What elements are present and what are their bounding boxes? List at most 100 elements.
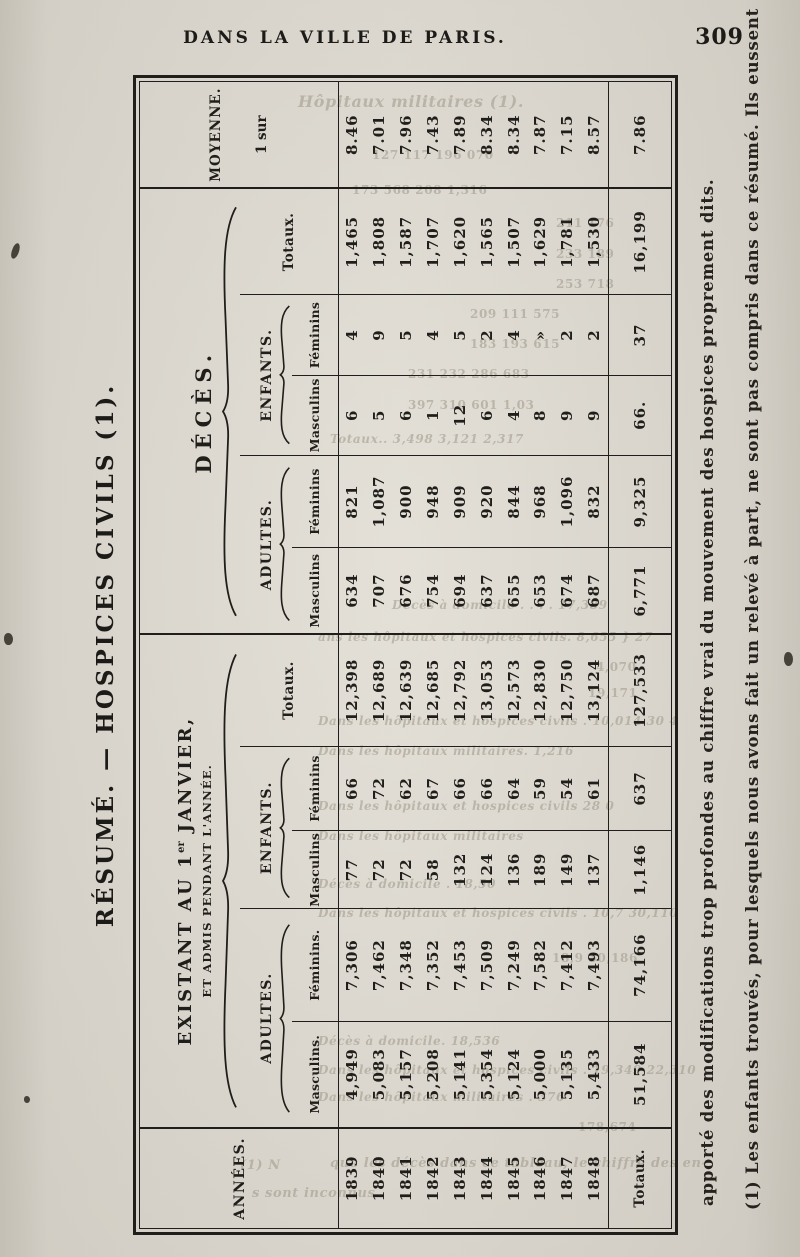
col-label-existant-enfants-feminins: Féminins: [291, 746, 338, 831]
value-cell: 1,629: [526, 188, 554, 295]
value-cell: »: [526, 294, 554, 376]
ghost-text: ans les hôpitaux et hospices civils. 8,6…: [318, 630, 653, 644]
value-cell: 968: [526, 455, 554, 548]
value-cell: 5: [392, 294, 419, 376]
value-cell: 637: [472, 547, 500, 634]
col-label-deces-adultes-masculins: Masculins: [291, 547, 338, 634]
value-cell: 7.43: [418, 82, 446, 189]
total-value-cell: 637: [608, 746, 671, 831]
ghost-text: que les décès dans ce tableau, le chiffr…: [330, 1156, 708, 1171]
value-cell: 1,530: [580, 188, 608, 295]
total-value-cell: 74,166: [608, 908, 671, 1022]
total-value-cell: 16,199: [608, 188, 671, 295]
value-cell: 62: [392, 746, 419, 831]
ghost-text: 19,171: [588, 686, 638, 700]
ghost-text: 253 718: [556, 277, 615, 291]
ghost-text: 178,674: [578, 1120, 637, 1134]
value-cell: 7.96: [392, 82, 419, 189]
value-cell: 2: [553, 294, 581, 376]
value-cell: 72: [365, 746, 393, 831]
value-cell: 61: [580, 746, 608, 831]
brace-decoration: [221, 203, 237, 620]
col-label-existant-enfants-masculins: Masculins: [291, 830, 338, 909]
total-value-cell: 51,584: [608, 1021, 671, 1128]
existant-totaux-header: Totaux.: [239, 634, 338, 747]
value-cell: 2: [472, 294, 500, 376]
ghost-text: 173 568 208 1,316: [352, 183, 488, 197]
ghost-text: Totaux.. 3,498 3,121 2,317: [330, 432, 524, 446]
value-cell: 5: [445, 294, 473, 376]
existant-adultes-header: ADULTES.: [239, 908, 292, 1128]
value-cell: 8.57: [580, 82, 608, 189]
value-cell: 7,348: [392, 908, 419, 1022]
existant-enfants-header: ENFANTS.: [239, 746, 292, 909]
value-cell: 132: [445, 830, 473, 909]
value-cell: 7,453: [445, 908, 473, 1022]
total-value-cell: 37: [608, 294, 671, 376]
col-label-deces-adultes-feminins: Féminins: [291, 455, 338, 548]
value-cell: 189: [526, 830, 554, 909]
table-row: 1845 5,124 7,249 136 64 12,573 655 844 4 4 1,507 8.…: [499, 82, 527, 1228]
value-cell: 8.34: [499, 82, 527, 189]
value-cell: 1,507: [499, 188, 527, 295]
value-cell: 821: [337, 455, 366, 548]
value-cell: 6: [337, 375, 366, 456]
year-cell: 1839: [342, 1155, 361, 1202]
value-cell: 8.46: [337, 82, 366, 189]
value-cell: 7,582: [526, 908, 554, 1022]
value-cell: 64: [499, 746, 527, 831]
value-cell: 920: [472, 455, 500, 548]
brace-decoration: [279, 305, 290, 445]
ghost-text: 127 117 196 070: [372, 148, 494, 162]
table-row: 1842 5,208 7,352 58 67 12,685 754 948 1 4 1,707 7.4…: [418, 82, 446, 1228]
ghost-text: Dans les hôpitaux militaires. 1,216: [318, 744, 574, 758]
value-cell: 4,949: [337, 1021, 366, 1128]
ghost-text: 18,9 30,186: [552, 951, 638, 965]
value-cell: 12,830: [526, 634, 554, 747]
value-cell: 59: [526, 746, 554, 831]
total-value-cell: 1,146: [608, 830, 671, 909]
value-cell: 5,157: [392, 1021, 419, 1128]
value-cell: 694: [445, 547, 473, 634]
existant-title: EXISTANT AU 1er JANVIER,: [174, 716, 195, 1046]
ghost-text: 183 193 615: [470, 337, 561, 351]
value-cell: 4: [418, 294, 446, 376]
page-number: 309: [695, 24, 744, 50]
ghost-text: Hôpitaux militaires (1).: [298, 92, 524, 111]
ghost-text: Dans les hôpitaux et hospices civils . 1…: [318, 714, 679, 728]
existant-group-header: EXISTANT AU 1er JANVIER, ET ADMIS PENDAN…: [139, 634, 240, 1128]
ghost-text: 4,070: [596, 660, 637, 674]
table-title: RÉSUMÉ. — HOSPICES CIVILS (1).: [91, 382, 119, 928]
value-cell: 8.34: [472, 82, 500, 189]
value-cell: 13,124: [580, 634, 608, 747]
year-cell: 1844: [477, 1155, 496, 1202]
ghost-text: Décès à domicile. 18,536: [318, 1034, 501, 1048]
totals-row: Totaux. 51,584 74,166 1,146 637 127,533 6,771 9…: [608, 82, 671, 1228]
value-cell: 676: [392, 547, 419, 634]
statistics-table: ANNÉES. EXISTANT AU 1er JANVIER, ET ADMI…: [139, 82, 671, 1228]
deces-enfants-header: ENFANTS.: [239, 294, 292, 456]
deces-group-header: DÉCÈS.: [139, 188, 240, 634]
value-cell: 1: [418, 375, 446, 456]
value-cell: 12,689: [365, 634, 393, 747]
value-cell: 77: [337, 830, 366, 909]
deces-title: DÉCÈS.: [190, 348, 215, 474]
value-cell: 5,135: [553, 1021, 581, 1128]
value-cell: 58: [418, 830, 446, 909]
value-cell: 12,750: [553, 634, 581, 747]
value-cell: 1,565: [472, 188, 500, 295]
totals-label: Totaux.: [608, 1127, 671, 1228]
value-cell: 707: [365, 547, 393, 634]
existant-subtitle: ET ADMIS PENDANT L'ANNÉE.: [199, 764, 213, 998]
rotated-table-block: RÉSUMÉ. — HOSPICES CIVILS (1). ANNÉES.: [83, 75, 683, 1235]
value-cell: 754: [418, 547, 446, 634]
table-row: 1844 5,354 7,509 124 66 13,053 637 920 6 2 1,565 8.…: [472, 82, 500, 1228]
table-row: 1843 5,141 7,453 132 66 12,792 694 909 12 5 1,620 7…: [445, 82, 473, 1228]
value-cell: 674: [553, 547, 581, 634]
value-cell: 66: [337, 746, 366, 831]
running-title: DANS LA VILLE DE PARIS.: [183, 28, 507, 48]
year-cell: 1848: [584, 1155, 603, 1202]
value-cell: 1,808: [365, 188, 393, 295]
value-cell: 1,087: [365, 455, 393, 548]
